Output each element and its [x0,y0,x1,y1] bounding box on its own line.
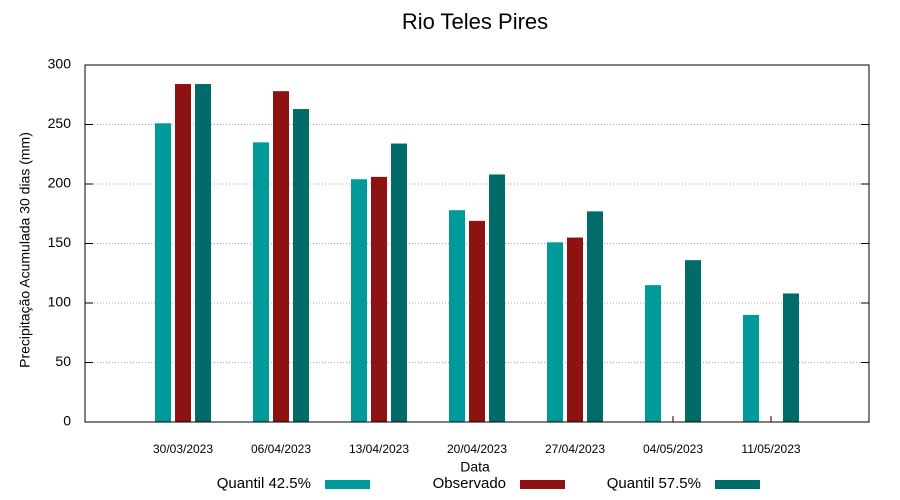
x-tick-label: 13/04/2023 [349,442,409,456]
x-axis-label: Data [460,459,490,475]
legend-label: Quantil 42.5% [217,475,311,492]
x-tick-label: 04/05/2023 [643,442,703,456]
legend-label: Quantil 57.5% [607,475,701,492]
x-tick-label: 30/03/2023 [153,442,213,456]
x-tick-label: 06/04/2023 [251,442,311,456]
bar [685,260,701,422]
y-axis-label: Precipitação Acumulada 30 dias (mm) [17,132,33,368]
legend-label: Observado [433,475,506,492]
y-tick-label: 300 [48,56,72,72]
bar [293,109,309,422]
y-tick-label: 150 [48,234,72,250]
bar [547,242,563,422]
bar [783,293,799,422]
bar [253,142,269,422]
x-tick-label: 20/04/2023 [447,442,507,456]
bar [743,314,759,422]
legend-swatch [325,480,370,489]
y-tick-label: 0 [63,413,71,429]
x-tick-label: 11/05/2023 [741,442,800,456]
bar [155,123,171,422]
y-tick-label: 50 [55,353,71,369]
bar [351,179,367,422]
bar [273,91,289,423]
bar [391,143,407,423]
bar [371,176,387,422]
x-tick-label: 27/04/2023 [545,442,605,456]
legend-swatch [520,480,565,489]
chart-title: Rio Teles Pires [402,9,548,34]
legend-swatch [715,480,760,489]
y-tick-label: 200 [48,175,72,191]
y-tick-label: 250 [48,115,72,131]
bar [195,84,211,422]
bar [587,211,603,422]
plot-frame [84,64,870,423]
bar [489,174,505,422]
bar [567,237,583,422]
bar [175,84,191,422]
bar [449,210,465,422]
bar [469,220,485,422]
bar [645,285,661,422]
y-tick-label: 100 [48,294,72,310]
